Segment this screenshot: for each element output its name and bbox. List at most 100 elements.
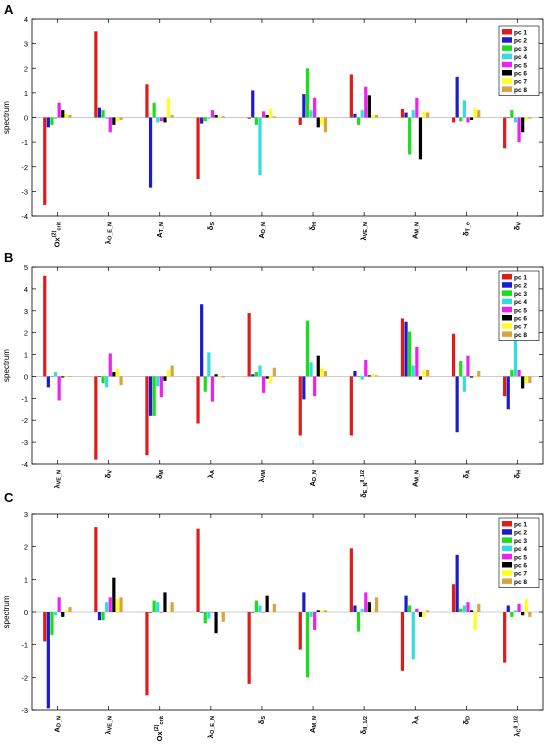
bar-pc7-cat4 — [218, 612, 222, 613]
bar-pc8-cat8 — [426, 112, 430, 118]
y-tick-label: 1 — [24, 89, 28, 98]
legend-label: pc 3 — [514, 291, 527, 298]
legend-swatch — [502, 331, 512, 337]
x-category-label: λO_E_N — [206, 716, 216, 738]
bar-pc3-cat1 — [50, 117, 54, 125]
legend-swatch — [502, 298, 512, 305]
x-category-label: δH — [512, 470, 522, 479]
bar-pc8-cat9 — [477, 110, 481, 118]
bar-pc3-cat7 — [356, 612, 361, 632]
x-category-label: AT_N — [155, 222, 165, 238]
bar-pc3-cat4 — [203, 117, 207, 122]
bar-pc7-cat2 — [115, 117, 120, 122]
legend-swatch — [502, 529, 512, 535]
bar-pc3-cat2 — [101, 612, 105, 621]
bar-pc3-cat10 — [510, 110, 514, 118]
bar-pc3-cat8 — [408, 117, 412, 155]
bar-pc1-cat10 — [503, 612, 507, 663]
bar-pc6-cat6 — [316, 610, 320, 612]
bar-pc2-cat6 — [302, 376, 306, 400]
y-axis-label: spectrum — [2, 595, 11, 628]
bar-pc4-cat6 — [309, 110, 313, 118]
x-category-label: δM — [155, 470, 165, 480]
y-tick-label: -2 — [21, 416, 28, 425]
bar-pc5-cat8 — [415, 608, 419, 612]
bar-pc4-cat9 — [462, 376, 466, 392]
y-tick-label: -4 — [21, 212, 28, 221]
y-tick-label: 1 — [24, 351, 28, 360]
bar-pc2-cat1 — [46, 376, 50, 388]
bar-pc8-cat3 — [170, 365, 174, 377]
legend-label: pc 2 — [514, 38, 527, 45]
bar-pc8-cat1 — [68, 376, 72, 378]
bar-pc7-cat3 — [166, 612, 171, 613]
bar-pc5-cat5 — [261, 376, 266, 393]
bar-pc5-cat2 — [108, 353, 112, 377]
bar-pc1-cat1 — [43, 117, 47, 205]
legend-label: pc 8 — [514, 87, 527, 94]
bar-pc5-cat10 — [517, 117, 521, 143]
bar-pc4-cat9 — [462, 605, 466, 612]
bar-pc8-cat4 — [221, 612, 225, 622]
bar-pc5-cat3 — [159, 376, 163, 398]
bar-pc1-cat5 — [247, 117, 251, 119]
bar-pc4-cat4 — [207, 612, 211, 619]
bar-pc2-cat5 — [251, 374, 255, 377]
legend-label: pc 1 — [514, 30, 527, 37]
bar-pc4-cat2 — [105, 376, 109, 388]
x-category-label: λA — [410, 716, 420, 724]
y-tick-label: 2 — [24, 329, 28, 338]
bar-pc4-cat3 — [156, 117, 160, 123]
x-category-label: AM_N — [308, 716, 318, 733]
x-category-label: δE_NII_1/2 — [359, 470, 369, 498]
panel-c-letter: C — [4, 490, 14, 505]
legend-label: pc 7 — [514, 324, 527, 331]
bar-pc4-cat3 — [156, 376, 160, 387]
y-tick-label: -1 — [21, 394, 28, 403]
legend-label: pc 6 — [514, 563, 527, 570]
y-tick-label: 3 — [24, 510, 28, 519]
y-tick-label: 3 — [24, 40, 28, 49]
x-category-label: λA — [206, 470, 216, 478]
bar-pc4-cat7 — [360, 376, 364, 380]
bar-pc1-cat2 — [94, 31, 98, 118]
bar-pc3-cat5 — [254, 600, 258, 612]
bar-pc3-cat5 — [254, 372, 258, 377]
bar-pc1-cat9 — [451, 117, 456, 123]
bar-pc8-cat2 — [119, 597, 123, 612]
x-category-label: Ox(2)crit — [154, 716, 165, 741]
bar-pc1-cat5 — [247, 312, 251, 377]
bar-pc3-cat2 — [101, 110, 105, 118]
bar-pc4-cat5 — [258, 605, 262, 612]
bar-pc7-cat10 — [524, 598, 528, 612]
bar-pc2-cat4 — [200, 304, 204, 377]
y-tick-label: -1 — [21, 641, 28, 650]
legend-label: pc 7 — [514, 571, 527, 578]
bar-pc2-cat4 — [200, 117, 204, 124]
bar-pc5-cat5 — [261, 612, 266, 613]
bar-pc3-cat5 — [254, 117, 258, 125]
bar-pc3-cat3 — [152, 102, 156, 118]
y-tick-label: -3 — [21, 706, 28, 715]
bar-pc1-cat1 — [43, 612, 47, 642]
bar-pc8-cat8 — [426, 369, 430, 377]
bar-pc8-cat4 — [221, 376, 225, 378]
bar-pc6-cat2 — [112, 372, 116, 377]
legend: pc 1pc 2pc 3pc 4pc 5 pc 6pc 7pc 8 — [498, 517, 540, 588]
bar-pc1-cat3 — [145, 612, 149, 696]
legend-swatch — [502, 545, 512, 552]
bar-pc5-cat10 — [517, 369, 521, 377]
bar-pc8-cat6 — [323, 610, 328, 612]
bar-pc6-cat4 — [214, 374, 218, 377]
legend-swatch — [502, 553, 512, 560]
bar-pc2-cat4 — [200, 612, 204, 613]
bar-pc3-cat4 — [203, 376, 207, 392]
bar-pc4-cat2 — [105, 117, 109, 119]
bar-pc5-cat1 — [57, 376, 61, 401]
x-category-label: δV — [104, 470, 114, 479]
bar-pc6-cat10 — [521, 117, 525, 133]
legend-swatch — [502, 306, 512, 313]
y-tick-label: 2 — [24, 543, 28, 552]
bar-pc1-cat10 — [503, 117, 507, 149]
bar-pc1-cat2 — [94, 527, 98, 612]
